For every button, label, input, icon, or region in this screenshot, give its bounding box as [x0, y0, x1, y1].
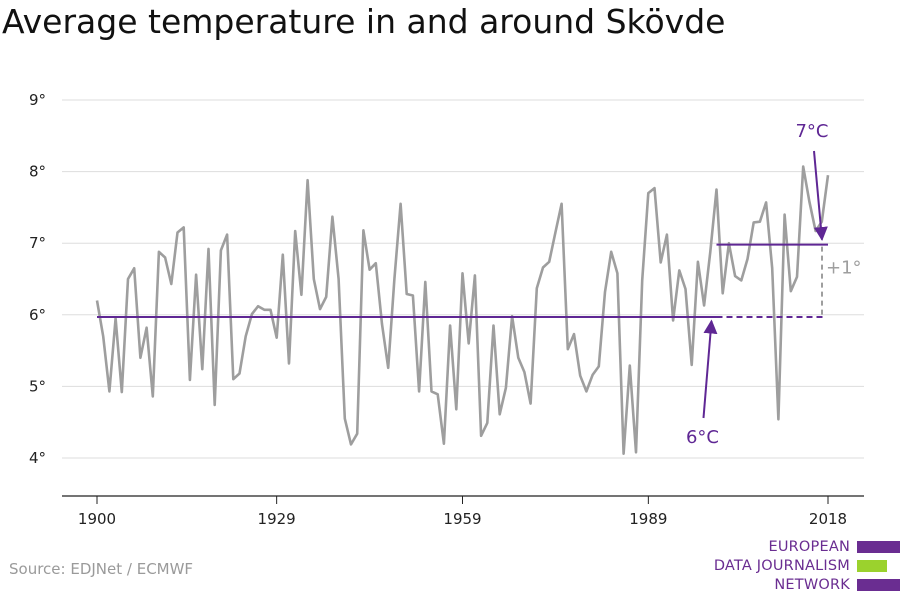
edjnet-logo: EUROPEAN DATA JOURNALISM NETWORK: [712, 538, 900, 600]
logo-line-2: DATA JOURNALISM: [713, 558, 850, 574]
source-note: Source: EDJNet / ECMWF: [9, 560, 194, 578]
baseline-arrow: [702, 319, 718, 419]
recent-label: 7°C: [795, 121, 828, 142]
y-tick-label: 6°: [29, 306, 46, 324]
x-tick-label: 2018: [809, 510, 847, 528]
y-tick-label: 5°: [29, 377, 46, 395]
y-tick-label: 4°: [29, 449, 46, 467]
logo-bar-middle: [857, 560, 887, 572]
logo-bar-bottom: [857, 579, 900, 591]
y-tick-label: 7°: [29, 234, 46, 252]
x-tick-label: 1959: [443, 510, 481, 528]
y-tick-label: 9°: [29, 91, 46, 109]
logo-line-3: NETWORK: [774, 577, 850, 593]
x-tick-label: 1929: [258, 510, 296, 528]
logo-bar-top: [857, 541, 900, 553]
temperature-line: [95, 165, 830, 456]
y-tick-label: 8°: [29, 163, 46, 181]
chart-title: Average temperature in and around Skövde: [2, 2, 726, 41]
difference-label: +1°: [826, 257, 862, 278]
baseline-label: 6°C: [686, 427, 719, 448]
recent-arrow: [813, 150, 828, 242]
logo-line-1: EUROPEAN: [768, 539, 850, 555]
x-tick-label: 1989: [629, 510, 667, 528]
chart-plot: 4° 5° 6° 7° 8° 9° 1900 1929 1959 1989 2018 +1° 6°C…: [29, 91, 864, 528]
x-tick-label: 1900: [78, 510, 116, 528]
